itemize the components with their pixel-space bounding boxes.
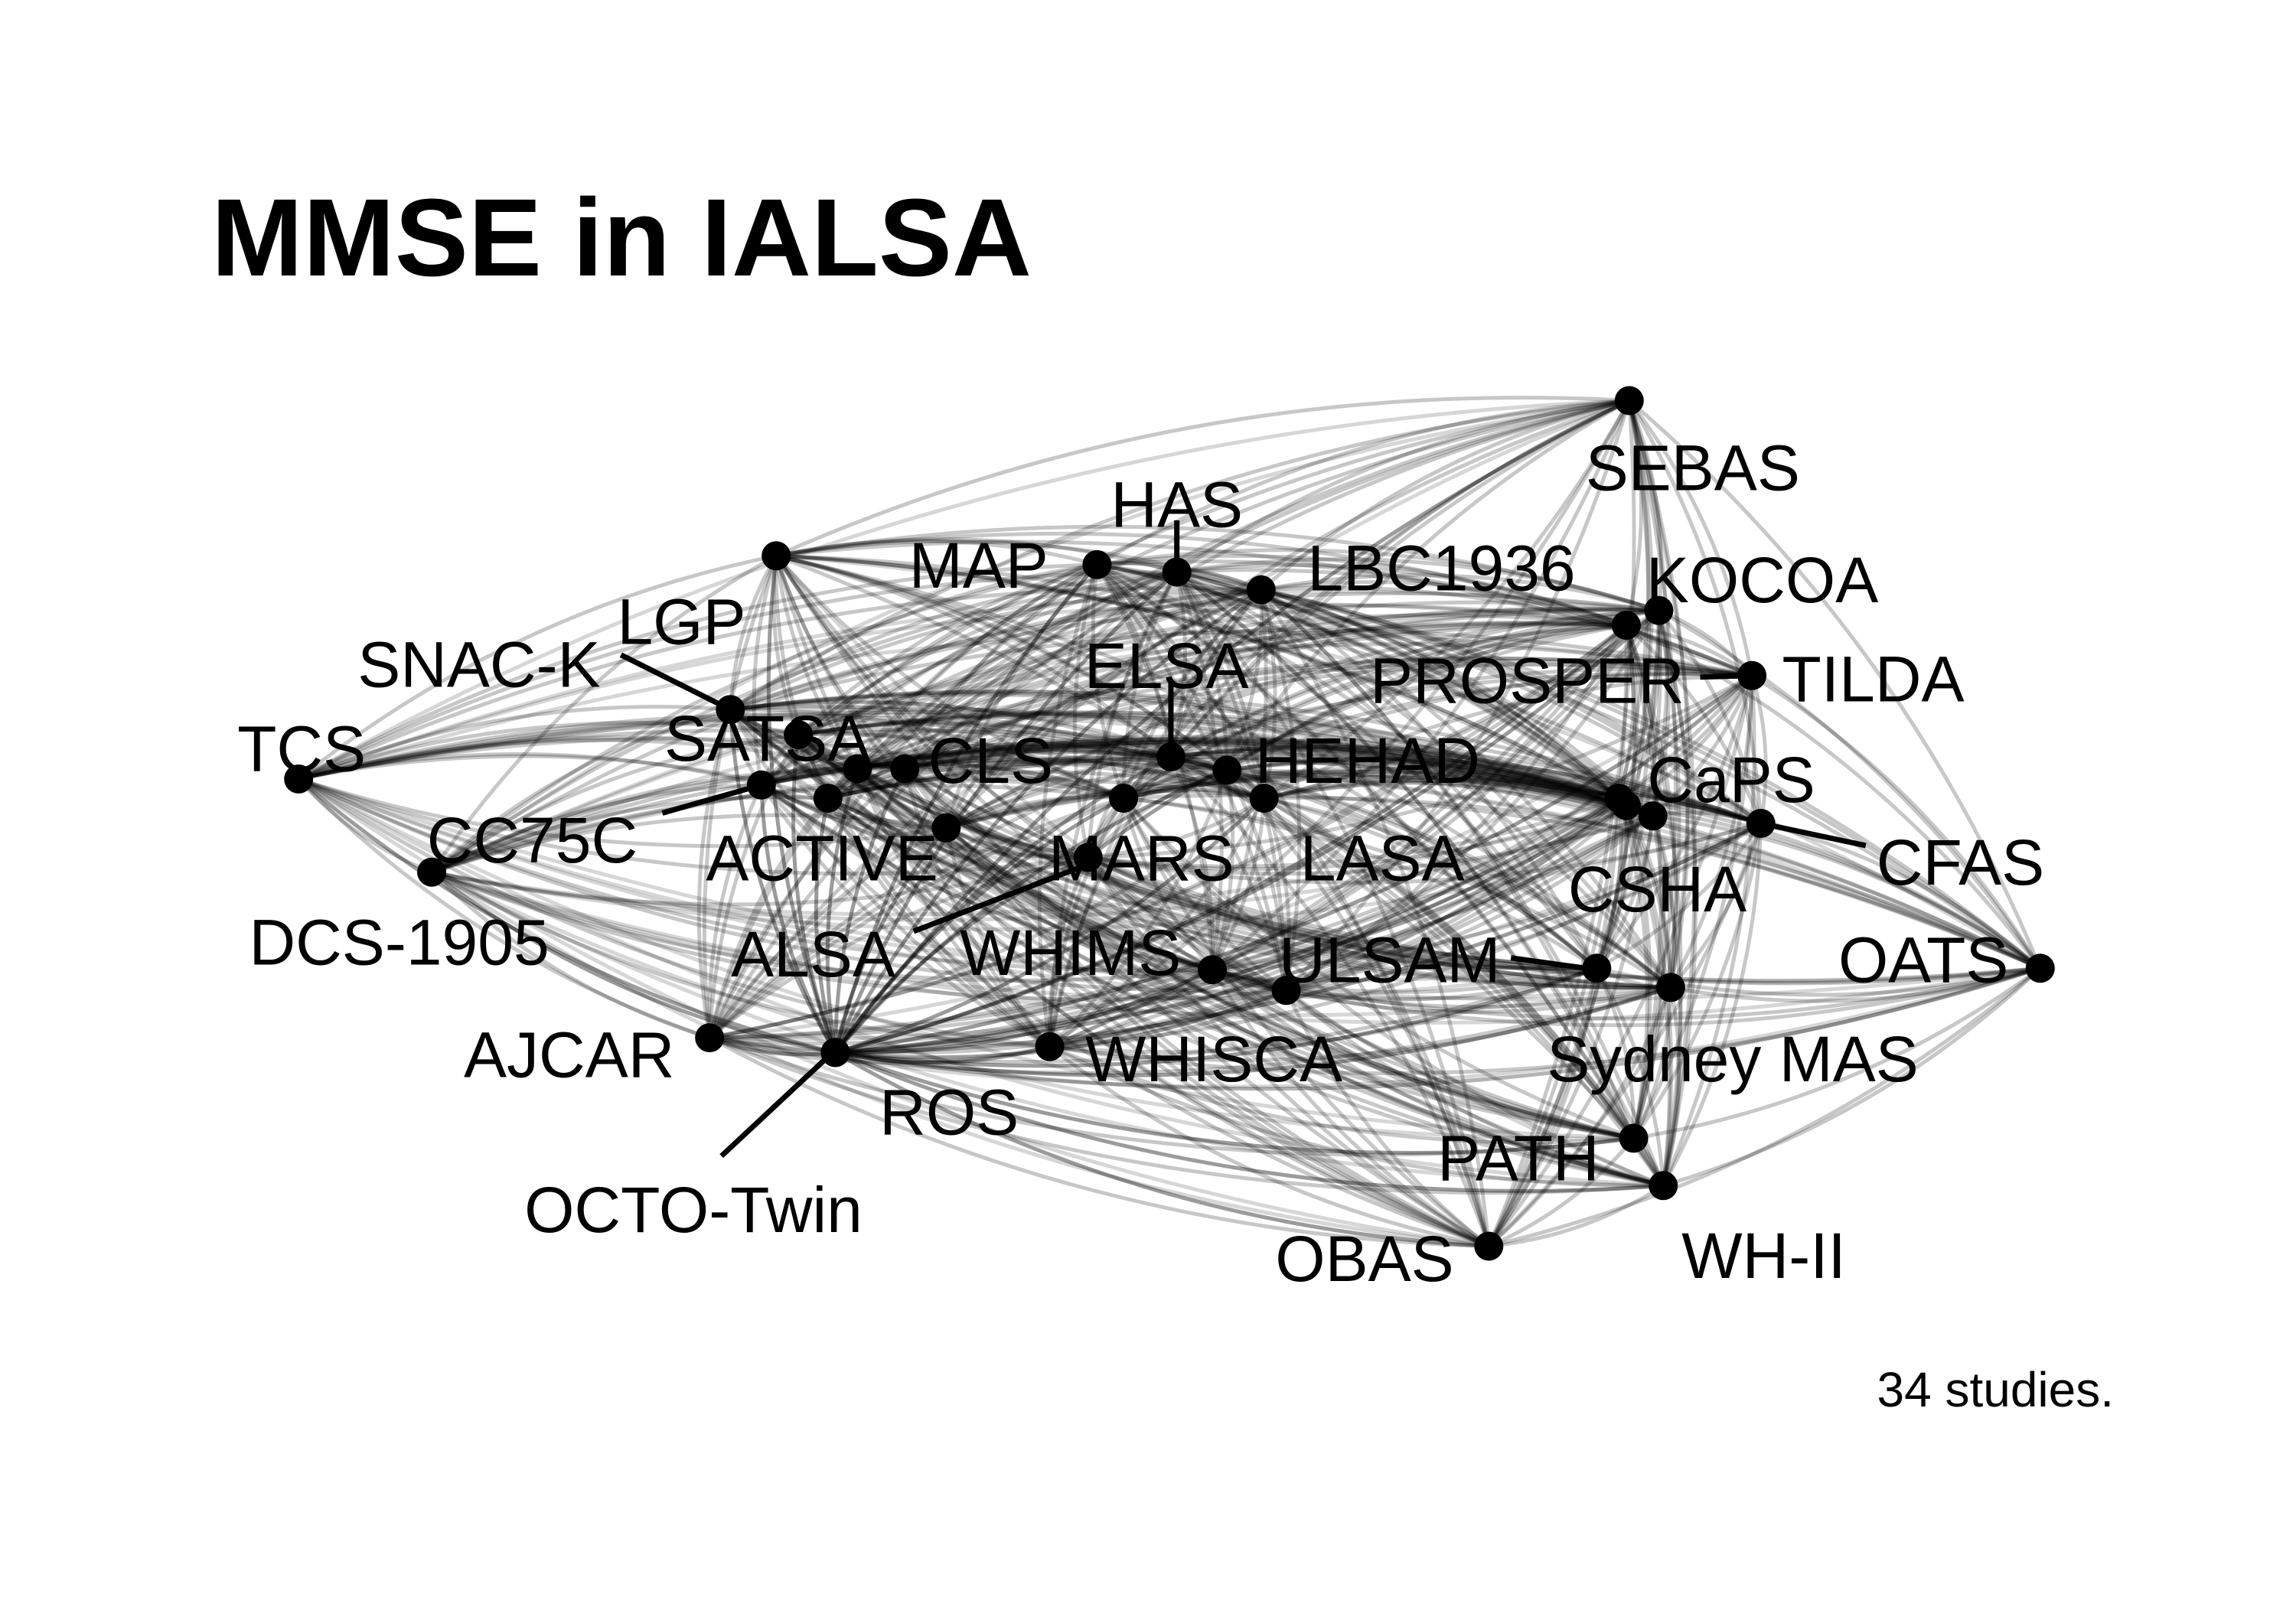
node-point: [1612, 791, 1641, 820]
node-label-sebas: SEBAS: [1586, 432, 1800, 504]
node-point: [1582, 953, 1611, 983]
node-whims: [1198, 955, 1227, 984]
node-label-cfas: CFAS: [1877, 826, 2044, 898]
node-label-dcs-1905: DCS-1905: [249, 906, 549, 978]
node-active: [814, 784, 843, 813]
node-path: [1619, 1123, 1649, 1152]
node-label-ajcar: AJCAR: [464, 1019, 674, 1090]
node-label-lbc1936: LBC1936: [1307, 533, 1575, 605]
node-sebas: [1615, 386, 1644, 416]
node-label-has: HAS: [1110, 469, 1243, 541]
node-label-snac-k: SNAC-K: [357, 628, 600, 700]
node-label-alsa: ALSA: [731, 918, 895, 990]
node-label-elsa: ELSA: [1084, 630, 1249, 702]
node-obas: [1474, 1232, 1503, 1261]
node-label-whims: WHIMS: [960, 917, 1181, 989]
node-lbc1936: [1247, 575, 1276, 605]
node-label-oats: OATS: [1838, 924, 2008, 996]
node-whisca: [1035, 1032, 1065, 1061]
node-cc75c: [747, 771, 776, 800]
node-cls: [890, 755, 919, 784]
node-label-ros: ROS: [879, 1077, 1019, 1149]
node-tilda: [1737, 661, 1766, 690]
node-label-satsa: SATSA: [664, 702, 870, 774]
node-label-whisca: WHISCA: [1085, 1023, 1342, 1095]
node-label-caps: CaPS: [1647, 744, 1815, 816]
node-label-lgp: LGP: [617, 585, 745, 657]
node-label-active: ACTIVE: [706, 822, 938, 894]
node-point: [1109, 784, 1138, 813]
node-octo-twin: [820, 1038, 850, 1067]
node-label-kocoa: KOCOA: [1646, 544, 1878, 616]
node-label-ulsam: ULSAM: [1279, 924, 1500, 996]
node-elsa: [1156, 742, 1186, 771]
node-label-mars: MARS: [1049, 822, 1234, 894]
node-label-csha: CSHA: [1568, 853, 1746, 925]
study-count-caption: 34 studies.: [1877, 1362, 2114, 1417]
node-sydney-mas: [1656, 973, 1685, 1002]
chart-title: MMSE in IALSA: [211, 176, 1032, 299]
node-map: [1082, 550, 1111, 579]
node-hehad: [1212, 755, 1241, 784]
node-lgp: [762, 541, 791, 570]
node-label-hehad: HEHAD: [1255, 725, 1480, 797]
node-prosper: [1612, 611, 1641, 640]
node-label-path: PATH: [1437, 1122, 1600, 1194]
node-label-lasa: LASA: [1300, 822, 1465, 894]
node-label-octo-twin: OCTO-Twin: [524, 1174, 863, 1246]
node-has: [1163, 558, 1192, 587]
node-label-obas: OBAS: [1275, 1223, 1453, 1295]
node-label-cc75c: CC75C: [427, 804, 638, 876]
node-label-cls: CLS: [928, 725, 1053, 797]
node-oats: [2026, 953, 2055, 983]
node-label-sydney-mas: Sydney MAS: [1547, 1023, 1919, 1095]
node-label-tilda: TILDA: [1782, 644, 1964, 715]
node-label-wh-ii: WH-II: [1681, 1220, 1846, 1292]
node-ajcar: [695, 1023, 724, 1052]
node-label-tcs: TCS: [237, 712, 366, 784]
node-label-map: MAP: [909, 530, 1049, 601]
node-label-prosper: PROSPER: [1370, 644, 1684, 716]
node-wh-ii: [1649, 1171, 1678, 1200]
